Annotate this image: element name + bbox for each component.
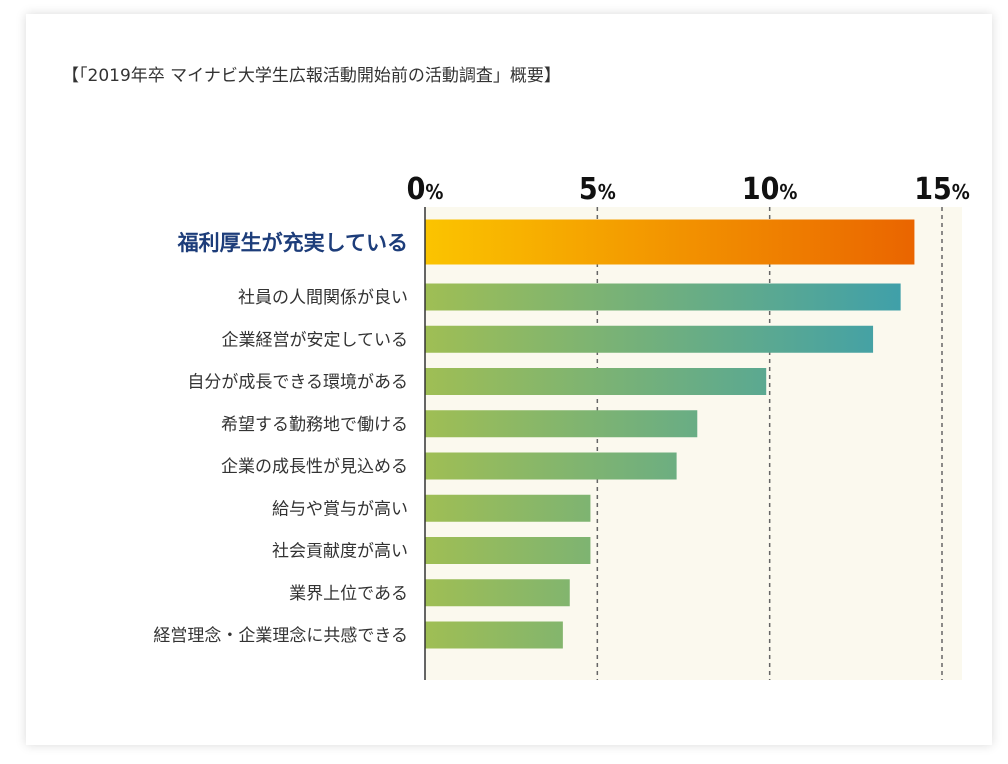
bar bbox=[425, 368, 767, 395]
category-label: 希望する勤務地で働ける bbox=[221, 415, 408, 435]
category-label: 給与や賞与が高い bbox=[272, 499, 408, 519]
category-label: 業界上位である bbox=[289, 584, 408, 604]
bar bbox=[425, 621, 563, 649]
category-label: 企業経営が安定している bbox=[222, 330, 409, 350]
category-label: 社員の人間関係が良い bbox=[238, 288, 408, 308]
bar bbox=[425, 452, 677, 480]
bar bbox=[425, 494, 591, 522]
category-label: 福利厚生が充実している bbox=[177, 231, 408, 255]
bar bbox=[425, 579, 570, 607]
category-label: 企業の成長性が見込める bbox=[221, 457, 408, 477]
plot-background bbox=[425, 207, 962, 680]
category-label: 経営理念・企業理念に共感できる bbox=[153, 625, 408, 646]
category-label: 自分が成長できる環境がある bbox=[187, 373, 408, 393]
bar bbox=[425, 219, 915, 265]
chart-title: 【「2019年卒 マイナビ大学生広報活動開始前の活動調査」概要】 bbox=[62, 66, 561, 86]
bar bbox=[425, 410, 698, 438]
x-tick-label: 15% bbox=[914, 172, 970, 207]
bar bbox=[425, 283, 901, 311]
bar bbox=[425, 537, 591, 564]
x-tick-label: 0% bbox=[407, 172, 444, 207]
x-tick-label: 10% bbox=[742, 172, 798, 207]
x-tick-label: 5% bbox=[579, 172, 616, 207]
category-label: 社会貢献度が高い bbox=[272, 542, 408, 562]
bar bbox=[425, 325, 874, 353]
